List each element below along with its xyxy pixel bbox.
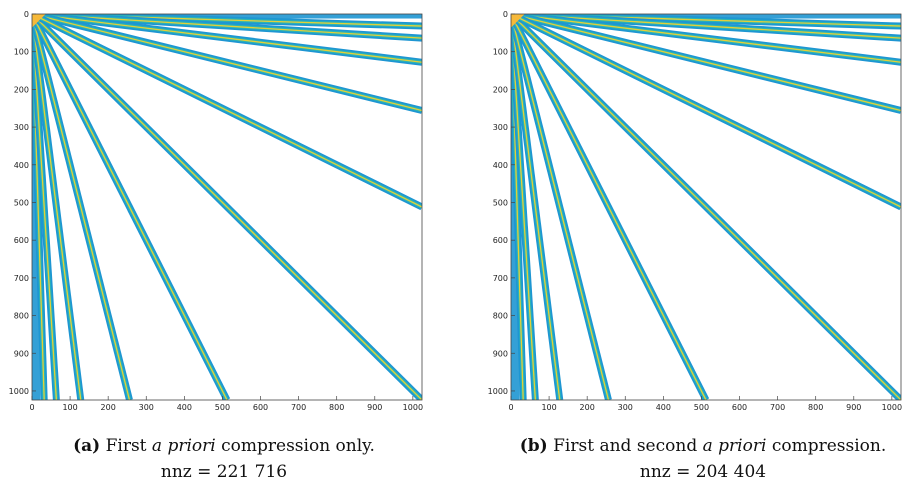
y-tick-label: 500 <box>493 198 508 207</box>
sparsity-plot-a: 0 100 200 300 400 500 600 700 800 900 100001002003… <box>9 10 423 412</box>
y-tick-label: 900 <box>493 349 508 358</box>
y-tick-label: 700 <box>493 274 508 283</box>
y-tick-label: 100 <box>493 48 508 57</box>
x-tick-label: 1000 <box>882 403 902 412</box>
x-tick-label: 900 <box>367 403 382 412</box>
x-tick-label: 0 <box>29 403 34 412</box>
x-tick-label: 500 <box>694 403 709 412</box>
caption-b: (b) First and second a priori compressio… <box>483 433 915 485</box>
band-line-7 <box>511 14 901 39</box>
x-tick-label: 400 <box>177 403 192 412</box>
y-tick-label: 900 <box>14 349 29 358</box>
x-tick-label: 100 <box>541 403 556 412</box>
caption-label: (a) <box>73 436 101 456</box>
x-tick-label: 500 <box>215 403 230 412</box>
band-line-3 <box>32 14 131 400</box>
caption-text-after: compression. <box>771 436 887 456</box>
x-tick-label: 200 <box>101 403 116 412</box>
x-tick-label: 600 <box>253 403 268 412</box>
x-tick-label: 300 <box>618 403 633 412</box>
sparsity-marks <box>511 14 901 400</box>
y-tick-label: 600 <box>14 236 29 245</box>
y-tick-label: 100 <box>14 48 29 57</box>
y-tick-label: 200 <box>493 85 508 94</box>
band-line-4 <box>32 14 228 400</box>
y-tick-label: 300 <box>493 123 508 132</box>
x-tick-label: 100 <box>62 403 77 412</box>
band-line-8 <box>511 14 901 63</box>
y-tick-label: 400 <box>493 161 508 170</box>
sparsity-marks <box>32 14 422 400</box>
y-tick-label: 800 <box>493 312 508 321</box>
x-tick-label: 600 <box>732 403 747 412</box>
band-line-5 <box>32 14 422 400</box>
caption-nnz: nnz = 204 404 <box>639 462 767 482</box>
panel-b: 0 100 200 300 400 500 600 700 800 900 1000 0 100 200 3… <box>483 0 915 492</box>
band-line-1 <box>32 14 58 400</box>
apex-dense-block <box>32 14 46 28</box>
caption-label: (b) <box>519 436 548 456</box>
y-tick-label: 300 <box>14 123 29 132</box>
caption-italic: a priori <box>702 436 767 456</box>
band-line-2 <box>511 14 561 400</box>
y-tick-label: 200 <box>14 85 29 94</box>
panel-a: 0 100 200 300 400 500 600 700 800 900 1000 0 100 200 3… <box>4 0 444 492</box>
x-tick-label: 0 <box>508 403 513 412</box>
y-tick-label: 0 <box>24 10 29 19</box>
band-line-9 <box>511 14 901 112</box>
y-tick-label: 1000 <box>488 387 508 396</box>
plot-frame <box>510 13 902 401</box>
x-tick-label: 300 <box>139 403 154 412</box>
caption-text-before: First and second <box>553 436 698 456</box>
band-line-2 <box>32 14 82 400</box>
dense-row-strip <box>511 14 901 19</box>
x-tick-label: 900 <box>846 403 861 412</box>
x-tick-label: 1000 <box>403 403 423 412</box>
y-tick-label: 700 <box>14 274 29 283</box>
y-tick-label: 600 <box>493 236 508 245</box>
y-tick-label: 1000 <box>9 387 29 396</box>
plot-frame <box>31 13 423 401</box>
y-tick-label: 0 <box>503 10 508 19</box>
sparsity-plot-b: 0 100 200 300 400 500 600 700 800 900 100001002003… <box>488 10 902 412</box>
caption-text-before: First <box>105 436 147 456</box>
caption-nnz: nnz = 221 716 <box>160 462 288 482</box>
y-tick-label: 500 <box>14 198 29 207</box>
apex-dense-block <box>511 14 525 28</box>
band-line-10 <box>511 14 901 208</box>
band-line-1 <box>511 14 537 400</box>
y-tick-label: 400 <box>14 161 29 170</box>
caption-text-after: compression only. <box>221 436 375 456</box>
y-tick-label: 800 <box>14 312 29 321</box>
x-tick-label: 700 <box>770 403 785 412</box>
x-tick-label: 800 <box>808 403 823 412</box>
x-tick-label: 400 <box>656 403 671 412</box>
band-line-3 <box>511 14 610 400</box>
caption-italic: a priori <box>151 436 216 456</box>
x-tick-label: 700 <box>291 403 306 412</box>
caption-a: (a) First a priori compression only. nnz… <box>4 433 444 485</box>
band-line-8 <box>32 14 422 63</box>
x-tick-label: 200 <box>580 403 595 412</box>
dense-row-strip <box>32 14 422 19</box>
band-line-10 <box>32 14 422 208</box>
band-line-9 <box>32 14 422 112</box>
band-line-5 <box>511 14 901 400</box>
band-line-7 <box>32 14 422 39</box>
x-tick-label: 800 <box>329 403 344 412</box>
band-line-4 <box>511 14 707 400</box>
